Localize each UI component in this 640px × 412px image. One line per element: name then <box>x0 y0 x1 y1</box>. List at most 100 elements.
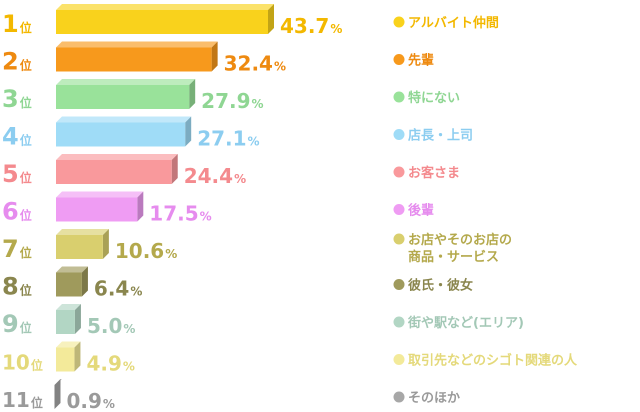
value-percent-sign: % <box>234 172 246 186</box>
value-number: 5.0 <box>87 314 122 338</box>
bar-side-face <box>211 41 218 72</box>
value-percent-sign: % <box>123 360 135 374</box>
rank-number: 9 <box>2 310 19 338</box>
legend-line: 店長・上司 <box>408 128 473 144</box>
bar-front-face <box>56 235 103 259</box>
legend-line: 彼氏・彼女 <box>408 278 473 294</box>
bar-3 <box>56 79 196 109</box>
value-percent-sign: % <box>103 397 115 411</box>
bar-1 <box>56 4 274 34</box>
value-label-8: 6.4% <box>94 277 142 301</box>
bar-front-face <box>56 122 186 147</box>
rank-label-4: 4位 <box>2 123 32 151</box>
rank-suffix: 位 <box>31 395 43 410</box>
legend-dot-2 <box>393 54 405 65</box>
bar-front-face <box>56 47 212 72</box>
value-percent-sign: % <box>274 60 286 74</box>
value-percent-sign: % <box>123 322 135 336</box>
bar-front-face <box>56 272 82 297</box>
rank-suffix: 位 <box>20 245 32 260</box>
rank-label-1: 1位 <box>2 10 32 38</box>
rank-number: 5 <box>2 160 19 188</box>
legend-label-8: 彼氏・彼女 <box>408 278 473 294</box>
rank-suffix: 位 <box>31 358 43 373</box>
rank-number: 2 <box>2 48 19 76</box>
legend-dot-10 <box>393 354 405 365</box>
bar-6 <box>56 191 144 222</box>
rank-label-10: 10位 <box>2 351 43 375</box>
value-number: 24.4 <box>184 164 233 188</box>
bar-top-face <box>56 341 81 348</box>
bar-front-face <box>56 160 172 184</box>
value-label-10: 4.9% <box>86 352 134 376</box>
legend-dot-8 <box>393 279 405 290</box>
legend-label-7: お店やそのお店の商品・サービス <box>408 232 512 265</box>
rank-number: 7 <box>2 235 19 263</box>
bar-5 <box>56 154 178 184</box>
rank-label-7: 7位 <box>2 235 32 263</box>
legend-label-5: お客さま <box>408 165 460 181</box>
value-percent-sign: % <box>200 210 212 224</box>
bar-9 <box>56 304 81 334</box>
value-label-2: 32.4% <box>224 52 286 76</box>
bar-top-face <box>56 191 144 198</box>
bar-side-face <box>171 154 178 184</box>
legend-line: 特にない <box>408 90 460 106</box>
rank-number: 8 <box>2 273 19 301</box>
rank-suffix: 位 <box>20 95 32 110</box>
value-label-6: 17.5% <box>149 202 211 226</box>
value-number: 32.4 <box>224 52 273 76</box>
legend-line: アルバイト仲間 <box>408 15 499 31</box>
bar-side-face <box>268 4 274 34</box>
legend-dot-6 <box>393 204 405 215</box>
legend-line: 先輩 <box>408 53 434 69</box>
legend-label-3: 特にない <box>408 90 460 106</box>
rank-number: 4 <box>2 123 19 151</box>
legend-dot-11 <box>393 391 405 403</box>
rank-suffix: 位 <box>20 58 32 73</box>
legend-label-9: 街や駅など(エリア) <box>407 315 524 331</box>
value-number: 4.9 <box>86 352 121 376</box>
rank-label-3: 3位 <box>2 85 32 113</box>
legend-dot-1 <box>393 16 405 28</box>
value-percent-sign: % <box>252 97 264 111</box>
rank-suffix: 位 <box>20 170 32 185</box>
legend-label-11: そのほか <box>408 391 460 406</box>
rank-number: 10 <box>2 351 30 375</box>
rank-suffix: 位 <box>20 133 32 148</box>
legend-group: アルバイト仲間先輩特にない店長・上司お客さま後輩お店やそのお店の商品・サービス彼… <box>393 15 578 406</box>
value-percent-sign: % <box>165 247 177 261</box>
bar-front-face <box>56 10 268 34</box>
rank-label-8: 8位 <box>2 273 32 301</box>
value-label-3: 27.9% <box>201 89 263 113</box>
legend-line: そのほか <box>408 391 460 406</box>
bars-group <box>54 4 274 409</box>
bar-top-face <box>56 266 88 273</box>
rank-label-5: 5位 <box>2 160 32 188</box>
legend-label-1: アルバイト仲間 <box>408 15 499 31</box>
legend-label-6: 後輩 <box>408 203 434 219</box>
value-number: 0.9 <box>66 389 101 412</box>
value-number: 17.5 <box>149 202 198 226</box>
bar-2 <box>56 41 218 72</box>
legend-dot-5 <box>393 166 405 178</box>
bar-side-face <box>137 191 144 222</box>
value-number: 27.9 <box>201 89 250 113</box>
legend-dot-3 <box>393 91 405 103</box>
legend-line: お客さま <box>408 165 460 181</box>
value-label-11: 0.9% <box>66 389 114 412</box>
bar-front-face <box>56 85 190 109</box>
rank-label-2: 2位 <box>2 48 32 76</box>
bar-top-face <box>56 79 196 85</box>
bar-4 <box>56 116 192 147</box>
legend-label-10: 取引先などのシゴト関連の人 <box>408 353 578 369</box>
value-label-4: 27.1% <box>197 127 259 151</box>
legend-line: 取引先などのシゴト関連の人 <box>408 353 578 369</box>
value-percent-sign: % <box>330 22 342 36</box>
bar-7 <box>56 229 109 259</box>
bar-top-face <box>56 4 274 10</box>
bar-side-face <box>185 116 192 147</box>
legend-line: 後輩 <box>408 203 434 219</box>
